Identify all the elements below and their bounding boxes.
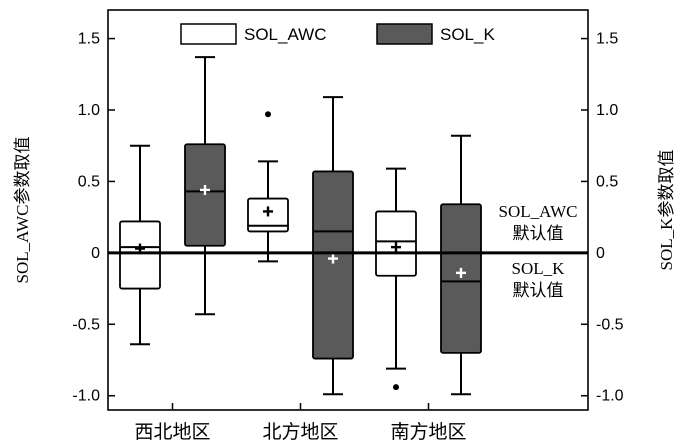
right-y-tick-label: 1.0 xyxy=(596,102,618,119)
legend-label-sol-awc: SOL_AWC xyxy=(244,25,327,44)
category-axis: 西北地区 北方地区 南方地区 xyxy=(134,403,467,443)
annotation-awc-background xyxy=(488,200,586,246)
category-label: 西北地区 xyxy=(134,421,210,443)
box-sol-awc xyxy=(375,167,417,391)
left-y-axis: -1.0 -0.5 0 0.5 1.0 1.5 xyxy=(72,31,115,405)
box-series xyxy=(119,56,482,396)
right-y-tick-label: -0.5 xyxy=(596,316,624,333)
box-sol-k xyxy=(184,56,226,316)
legend-swatch-sol-k xyxy=(376,23,433,45)
category-label: 南方地区 xyxy=(390,421,466,443)
left-y-tick-label: 0 xyxy=(91,245,100,262)
left-y-axis-title: SOL_AWC参数取值 xyxy=(13,137,32,284)
right-y-tick-label: 1.5 xyxy=(596,31,618,48)
legend-label-sol-k: SOL_K xyxy=(440,25,495,44)
box-sol-awc xyxy=(247,111,289,263)
category-label: 北方地区 xyxy=(262,421,338,443)
right-y-tick-label: -1.0 xyxy=(596,388,624,405)
annotation-k-default-line1: SOL_K xyxy=(512,259,566,278)
annotation-k-background xyxy=(494,258,582,304)
right-y-axis-title: SOL_K参数取值 xyxy=(657,150,676,271)
left-y-tick-label: 1.0 xyxy=(78,102,100,119)
box-iqr xyxy=(119,220,161,290)
left-y-tick-label: -1.0 xyxy=(72,388,100,405)
left-y-tick-label: 1.5 xyxy=(78,31,100,48)
annotation-awc-default-line2: 默认值 xyxy=(513,224,564,243)
right-y-axis: -1.0 -0.5 0 0.5 1.0 1.5 xyxy=(581,31,624,405)
legend: SOL_AWC SOL_K xyxy=(180,23,495,45)
annotation-awc-default-line1: SOL_AWC xyxy=(499,202,578,221)
right-y-tick-label: 0 xyxy=(596,245,605,262)
left-y-tick-label: 0.5 xyxy=(78,173,100,190)
box-iqr xyxy=(312,170,354,360)
outlier-point xyxy=(265,111,271,118)
box-sol-awc xyxy=(119,144,161,346)
outlier-point xyxy=(393,384,399,391)
box-sol-k xyxy=(312,96,354,396)
right-y-tick-label: 0.5 xyxy=(596,173,618,190)
annotation-k-default-line2: 默认值 xyxy=(513,281,564,300)
left-y-tick-label: -0.5 xyxy=(72,316,100,333)
box-sol-k xyxy=(440,134,482,396)
legend-swatch-sol-awc xyxy=(180,23,237,45)
plot-area-frame xyxy=(107,9,589,411)
box-iqr xyxy=(440,203,482,354)
